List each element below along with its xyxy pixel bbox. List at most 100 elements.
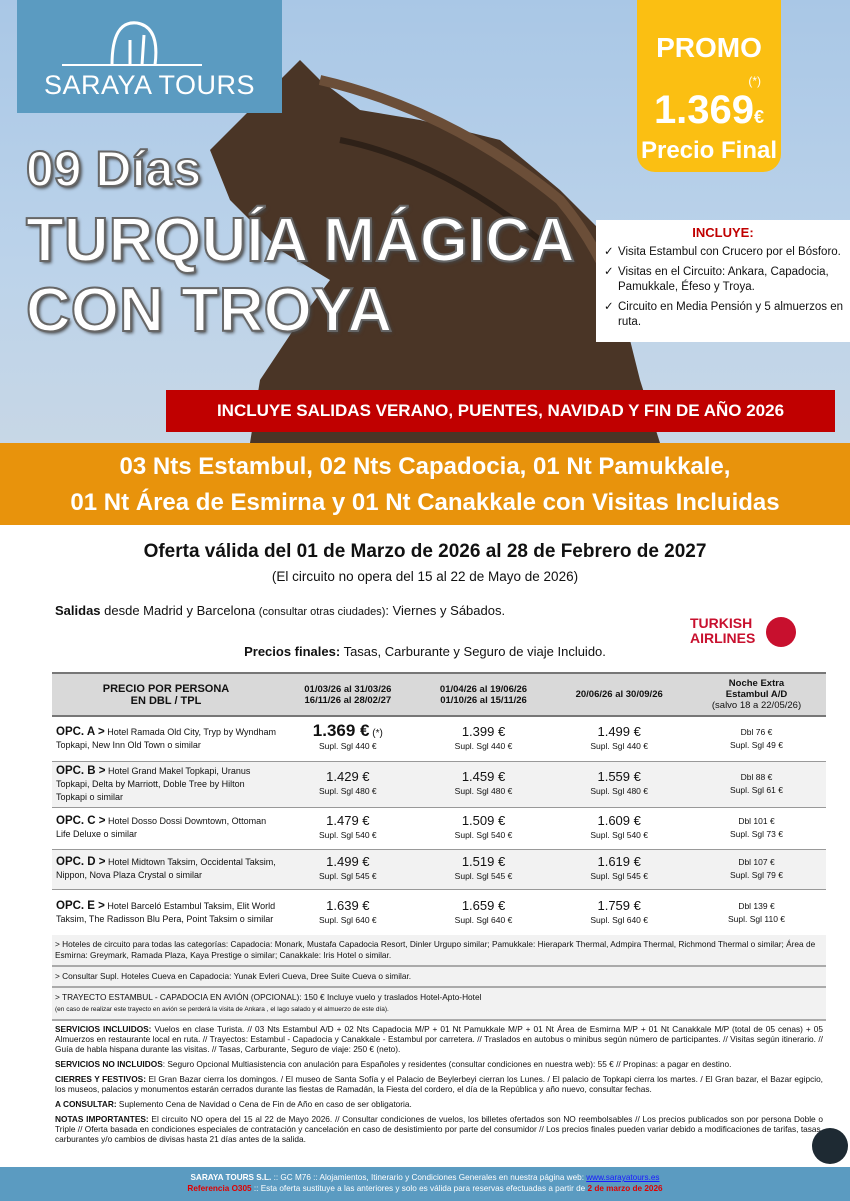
h-l1: 01/03/26 al 31/03/26 (304, 683, 392, 695)
single-supplement: Supl. Sgl 540 € (454, 830, 513, 840)
nights-line1: 03 Nts Estambul, 02 Nts Capadocia, 01 Nt… (119, 453, 731, 480)
price-cell: 1.559 € Supl. Sgl 480 € (551, 761, 688, 808)
promo-badge: PROMO (*) 1.369€ Precio Final (637, 0, 781, 172)
includes-box: INCLUYE: Visita Estambul con Crucero por… (596, 220, 850, 342)
offer-title: Oferta válida del 01 de Marzo de 2026 al… (143, 541, 707, 562)
service-paragraph: CIERRES Y FESTIVOS: El Gran Bazar cierra… (55, 1074, 823, 1094)
service-key: NOTAS IMPORTANTES: (55, 1114, 149, 1124)
note-hotels: > Hoteles de circuito para todas las cat… (52, 935, 826, 967)
service-key: A CONSULTAR: (55, 1099, 117, 1109)
service-value: Suplemento Cena de Navidad o Cena de Fin… (116, 1099, 412, 1109)
extra-sgl: Supl. Sgl 110 € (727, 913, 786, 924)
h-l2: 16/11/26 al 28/02/27 (304, 694, 392, 706)
promo-final: Precio Final (640, 137, 778, 164)
h-l1: 20/06/26 al 30/09/26 (575, 689, 663, 700)
price-cell: 1.479 € Supl. Sgl 540 € (280, 807, 416, 850)
extra-sgl: Supl. Sgl 73 € (730, 829, 783, 839)
single-supplement: Supl. Sgl 545 € (454, 871, 513, 881)
departures-banner: INCLUYE SALIDAS VERANO, PUENTES, NAVIDAD… (166, 390, 835, 432)
price-cell: 1.619 € Supl. Sgl 545 € (551, 849, 688, 890)
price: 1.609 € (597, 813, 641, 828)
table-row: OPC. D > Hotel Midtown Taksim, Occidenta… (52, 849, 826, 890)
table-header: PRECIO POR PERSONA EN DBL / TPL 01/03/26 … (52, 672, 826, 717)
price: 1.399 € (461, 723, 506, 739)
single-supplement: Supl. Sgl 480 € (319, 786, 377, 796)
single-supplement: Supl. Sgl 480 € (590, 786, 648, 796)
final-prices-label: Precios finales: (244, 644, 341, 659)
saraya-tours-logo: SARAYA TOURS (17, 0, 282, 113)
price-table: PRECIO POR PERSONA EN DBL / TPL 01/03/26 … (52, 672, 826, 937)
price: 1.659 € (461, 897, 506, 913)
h-l2: EN DBL / TPL (130, 694, 202, 707)
price-cell: 1.399 € Supl. Sgl 440 € (415, 716, 552, 762)
single-supplement: Supl. Sgl 545 € (590, 871, 648, 881)
footer-reference: Referencia O305 (187, 1184, 252, 1193)
price-cell: 1.759 € Supl. Sgl 640 € (551, 889, 688, 937)
footer-text2: :: Esta oferta sustituye a las anteriore… (251, 1184, 588, 1193)
option-hotels: Hotel Grand Makel Topkapi, Uranus Topkap… (56, 765, 251, 802)
service-key: CIERRES Y FESTIVOS: (55, 1074, 146, 1084)
h-l1: Noche Extra (728, 678, 785, 689)
header-period3: 20/06/26 al 30/09/26 (551, 672, 688, 717)
price: 1.459 € (461, 769, 506, 784)
price: 1.479 € (326, 813, 370, 828)
includes-heading: INCLUYE: (692, 225, 754, 240)
extra-sgl: Supl. Sgl 79 € (730, 870, 783, 880)
promo-label: PROMO (656, 32, 762, 63)
note-flight: > TRAYECTO ESTAMBUL - CAPADOCIA EN AVIÓN… (52, 988, 826, 1021)
extra-dbl: Dbl 101 € (738, 816, 775, 826)
note-flight-small: (en caso de realizar este trayecto en av… (55, 1006, 389, 1013)
website-link[interactable]: www.sarayatours.es (586, 1173, 660, 1182)
option-label: OPC. E > (56, 899, 105, 912)
service-key: SERVICIOS INCLUIDOS: (55, 1024, 152, 1034)
hotel-option: OPC. E > Hotel Barceló Estambul Taksim, … (52, 889, 280, 937)
departures-info: Salidas desde Madrid y Barcelona (consul… (55, 603, 505, 618)
promo-asterisk: (*) (748, 74, 761, 88)
price-cell: 1.509 € Supl. Sgl 540 € (415, 807, 552, 850)
option-label: OPC. B > (56, 764, 106, 777)
chat-widget-button[interactable] (812, 1128, 848, 1164)
option-label: OPC. D > (56, 856, 106, 868)
footer-text1: :: GC M76 :: Alojamientos, Itinerario y … (271, 1173, 587, 1182)
option-hotels: Hotel Barceló Estambul Taksim, Elit Worl… (56, 900, 276, 924)
option-hotels: Hotel Midtown Taksim, Occidental Taksim,… (56, 857, 276, 880)
single-supplement: Supl. Sgl 545 € (319, 871, 377, 881)
header-period2: 01/04/26 al 19/06/26 01/10/26 al 15/11/26 (415, 672, 552, 717)
title-line2: CON TROYA (25, 275, 393, 346)
nights-line2: 01 Nt Área de Esmirna y 01 Nt Canakkale … (70, 489, 780, 516)
extra-night-cell: Dbl 76 € Supl. Sgl 49 € (687, 716, 826, 762)
option-label: OPC. A > (56, 725, 105, 738)
single-supplement: Supl. Sgl 440 € (590, 740, 648, 751)
promo-price-value: 1.369 (653, 88, 755, 132)
price-cell: 1.369 € (*) Supl. Sgl 440 € (280, 716, 416, 762)
extra-night-cell: Dbl 107 € Supl. Sgl 79 € (687, 849, 826, 890)
airline-line1: TURKISH (690, 615, 753, 631)
price: 1.519 € (461, 854, 506, 869)
footer: SARAYA TOURS S.L. :: GC M76 :: Alojamien… (0, 1167, 850, 1201)
price-cell: 1.519 € Supl. Sgl 545 € (415, 849, 552, 890)
single-supplement: Supl. Sgl 440 € (454, 740, 513, 751)
price: 1.499 € (326, 854, 370, 869)
brand-name: SARAYA TOURS (43, 70, 256, 100)
extra-dbl: Dbl 76 € (740, 726, 773, 737)
final-prices: Precios finales: Tasas, Carburante y Seg… (0, 644, 850, 659)
single-supplement: Supl. Sgl 440 € (319, 741, 377, 752)
service-paragraph: NOTAS IMPORTANTES: El circuito NO opera … (55, 1114, 823, 1144)
include-item: Circuito en Media Pensión y 5 almuerzos … (602, 300, 844, 330)
single-supplement: Supl. Sgl 480 € (454, 786, 513, 796)
service-value: Vuelos en clase Turista. // 03 Nts Estam… (55, 1024, 823, 1054)
hotel-option: OPC. D > Hotel Midtown Taksim, Occidenta… (52, 849, 280, 890)
departures-text: desde Madrid y Barcelona (100, 603, 259, 618)
h-l3: (salvo 18 a 22/05/26) (711, 700, 802, 711)
service-value: El Gran Bazar cierra los domingos. / El … (55, 1074, 823, 1094)
final-prices-text: Tasas, Carburante y Seguro de viaje Incl… (340, 644, 606, 659)
promo-currency: € (754, 107, 765, 127)
single-supplement: Supl. Sgl 540 € (590, 830, 648, 840)
option-hotels: Hotel Dosso Dossi Downtown, Ottoman Life… (56, 816, 267, 839)
price: 1.369 € (312, 721, 370, 741)
header-price: PRECIO POR PERSONA EN DBL / TPL (52, 672, 280, 717)
single-supplement: Supl. Sgl 640 € (454, 914, 513, 925)
hero: SARAYA TOURS PROMO (*) 1.369€ Precio Fin… (0, 0, 850, 443)
price: 1.559 € (597, 769, 641, 784)
price: 1.619 € (597, 854, 641, 869)
